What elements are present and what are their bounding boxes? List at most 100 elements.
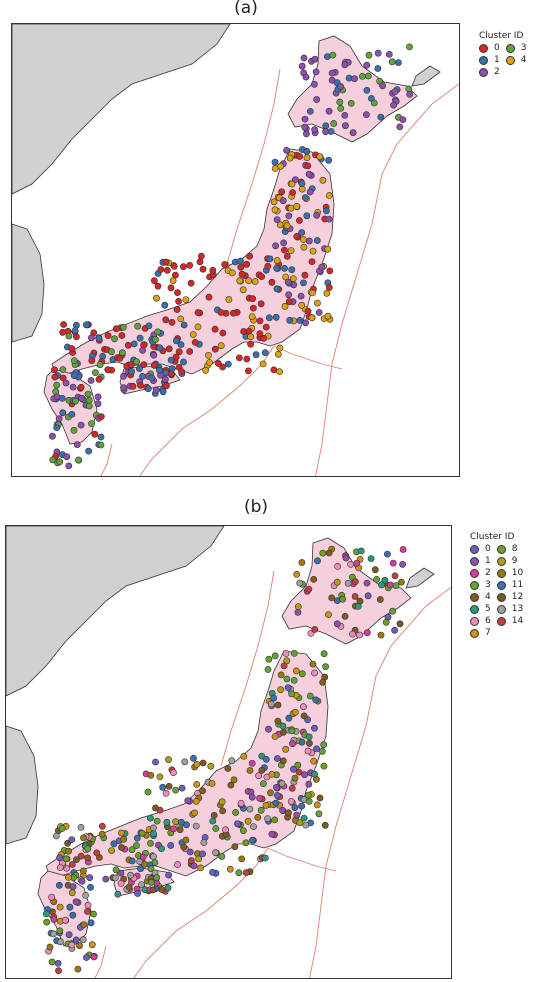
station-point xyxy=(147,878,155,886)
station-point xyxy=(363,61,371,69)
station-point xyxy=(391,572,399,580)
station-point xyxy=(196,258,204,266)
station-point xyxy=(187,279,195,287)
station-point xyxy=(186,848,194,856)
station-point xyxy=(357,547,365,555)
station-point xyxy=(225,296,233,303)
station-point xyxy=(84,390,92,398)
legend-label: 4 xyxy=(485,592,491,602)
station-point xyxy=(310,80,318,88)
station-point xyxy=(180,358,187,366)
station-point xyxy=(136,365,143,372)
station-point xyxy=(217,309,225,316)
station-point xyxy=(112,866,120,874)
station-point xyxy=(158,845,165,852)
station-point xyxy=(104,366,112,374)
station-point xyxy=(381,576,389,584)
legend-title: Cluster ID xyxy=(470,532,515,542)
legend-marker-icon xyxy=(470,616,479,626)
station-point xyxy=(217,342,225,350)
station-point xyxy=(303,154,311,162)
station-point xyxy=(192,822,200,830)
station-point xyxy=(399,546,407,553)
station-point xyxy=(55,967,62,975)
station-point xyxy=(351,75,358,83)
station-point xyxy=(264,262,272,270)
station-point xyxy=(325,611,332,618)
station-point xyxy=(306,188,314,196)
station-point xyxy=(347,100,355,107)
station-point xyxy=(374,49,382,57)
station-point xyxy=(287,247,295,254)
station-point xyxy=(221,261,229,268)
station-point xyxy=(288,690,295,698)
station-point xyxy=(298,229,306,236)
station-point xyxy=(120,384,127,392)
station-point xyxy=(298,738,306,746)
station-point xyxy=(291,708,299,716)
station-point xyxy=(193,760,201,768)
station-point xyxy=(298,62,306,70)
panel-b-title: (b) xyxy=(243,497,269,517)
station-point xyxy=(53,393,61,401)
legend-item-cluster-3: 3 xyxy=(505,43,526,53)
station-point xyxy=(405,85,413,93)
station-point xyxy=(65,931,73,939)
station-point xyxy=(272,783,280,791)
station-point xyxy=(262,323,270,331)
station-point xyxy=(84,908,91,915)
station-point xyxy=(271,165,279,172)
station-point xyxy=(90,953,98,961)
station-point xyxy=(56,458,64,466)
station-point xyxy=(333,620,341,628)
station-point xyxy=(299,236,307,243)
station-point xyxy=(273,285,281,293)
station-point xyxy=(325,215,333,223)
legend-item-cluster-1: 1 xyxy=(479,55,500,65)
station-point xyxy=(138,829,146,837)
station-point xyxy=(199,850,206,858)
station-point xyxy=(288,727,296,735)
station-point xyxy=(247,333,255,341)
station-point xyxy=(108,348,115,356)
station-point xyxy=(192,797,200,805)
station-point xyxy=(268,830,276,838)
legend-item-cluster-13: 13 xyxy=(496,604,524,614)
station-point xyxy=(187,857,195,865)
station-point xyxy=(300,279,307,287)
station-point xyxy=(162,369,170,377)
station-point xyxy=(84,854,91,862)
legend-label: 7 xyxy=(485,628,491,638)
station-point xyxy=(351,578,359,586)
station-point xyxy=(137,865,144,873)
station-point xyxy=(290,765,297,773)
station-point xyxy=(222,826,229,834)
station-point xyxy=(314,557,321,565)
legend-items: 0 1 2 3 4 xyxy=(479,43,526,77)
station-point xyxy=(300,814,308,822)
station-point xyxy=(283,222,291,230)
station-point xyxy=(205,351,212,359)
legend-panel-b: Cluster ID 0 1 2 3 4 5 6 7 8 9 10 11 12 13 14 xyxy=(470,532,523,638)
station-point xyxy=(175,348,183,356)
legend-item-cluster-4: 4 xyxy=(505,55,526,65)
station-point xyxy=(172,353,180,361)
legend-label: 13 xyxy=(511,604,524,614)
station-point xyxy=(305,797,313,805)
station-point xyxy=(80,867,87,875)
station-point xyxy=(240,328,247,335)
station-point xyxy=(247,340,254,348)
station-point xyxy=(330,120,338,127)
station-point xyxy=(186,261,194,269)
station-point xyxy=(311,669,318,677)
station-point xyxy=(266,255,274,263)
station-point xyxy=(72,898,80,906)
station-point xyxy=(92,369,99,376)
station-point xyxy=(170,769,177,776)
station-point xyxy=(68,861,76,868)
station-point xyxy=(194,323,202,331)
station-point xyxy=(48,958,56,966)
station-point xyxy=(272,799,280,807)
legend-marker-icon xyxy=(505,43,515,53)
station-point xyxy=(271,816,279,824)
